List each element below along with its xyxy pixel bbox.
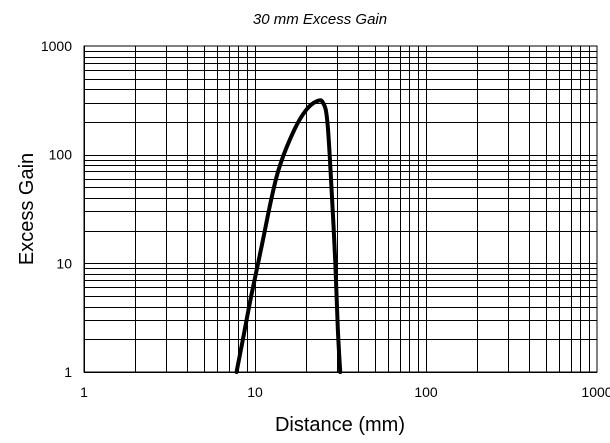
series-line [234,98,343,374]
x-tick-label: 100 [414,384,438,400]
y-tick-label: 100 [49,147,73,163]
x-axis-label: Distance (mm) [275,414,405,436]
data-layer [234,98,343,374]
y-tick-label: 10 [56,255,72,271]
y-tick-label: 1 [64,364,72,380]
x-tick-label: 10 [247,384,263,400]
y-tick-label: 1000 [41,38,72,54]
x-tick-label: 1000 [581,384,610,400]
y-axis-label: Excess Gain [16,153,38,265]
chart-title: 30 mm Excess Gain [253,11,387,28]
grid [84,46,597,373]
tick-labels: 1 10 100 1000 1 10 100 1000 [41,38,610,400]
plot-frame [83,45,598,373]
x-tick-label: 1 [80,384,88,400]
